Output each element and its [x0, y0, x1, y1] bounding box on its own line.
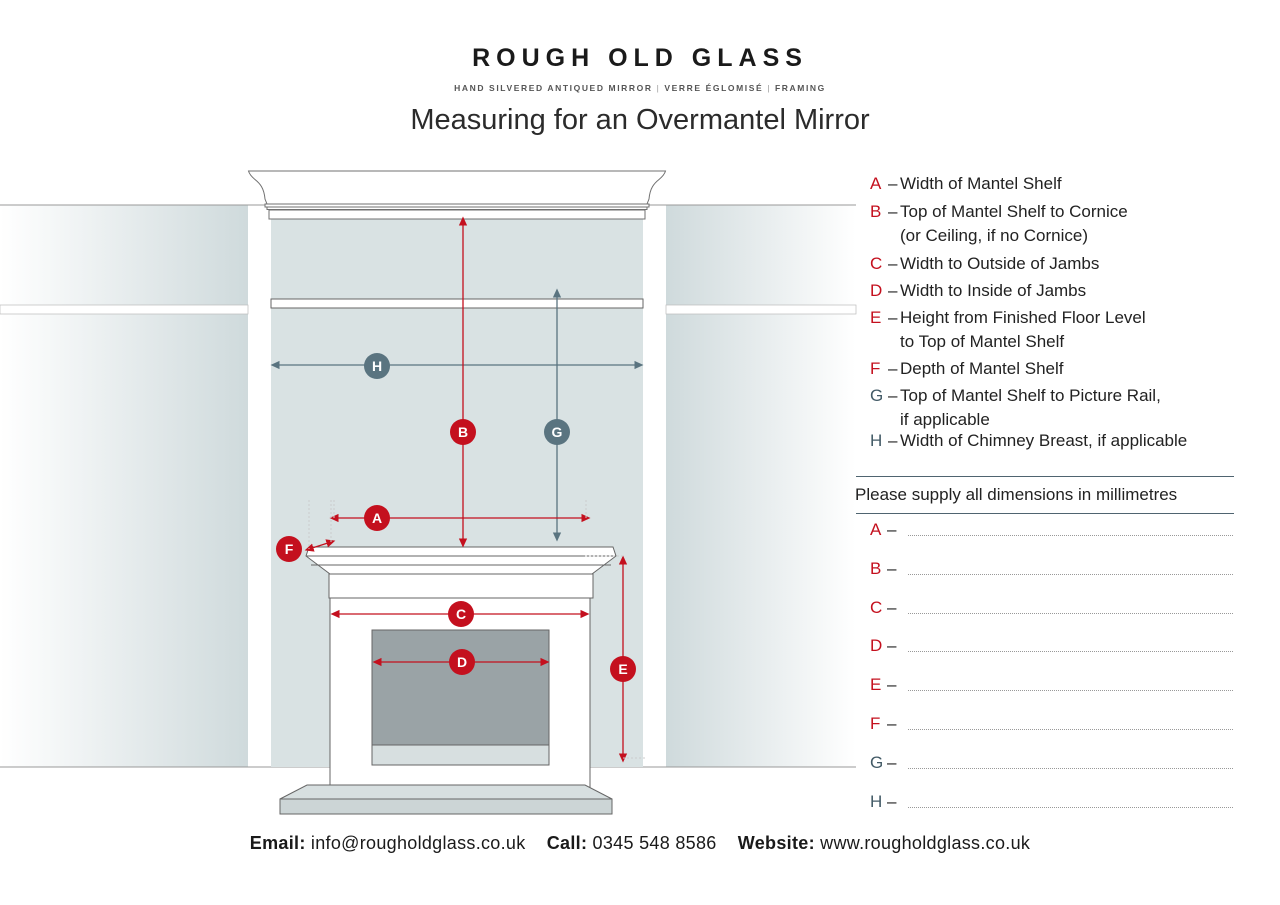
svg-text:B: B [458, 424, 468, 440]
svg-text:A: A [372, 510, 382, 526]
svg-text:F: F [285, 541, 294, 557]
svg-text:D: D [457, 654, 467, 670]
svg-text:E: E [618, 661, 627, 677]
svg-text:H: H [372, 358, 382, 374]
svg-text:G: G [552, 424, 563, 440]
svg-text:C: C [456, 606, 466, 622]
